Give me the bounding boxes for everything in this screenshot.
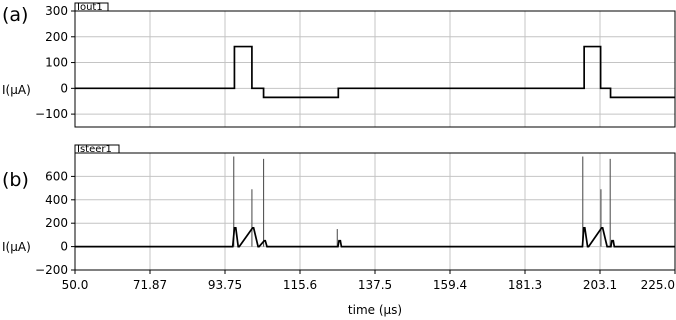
panel-a-label: (a) xyxy=(2,4,28,26)
panel-a-plot: 300 200 100 0 −100 xyxy=(35,4,676,128)
panel-b-ylabel: I(µA) xyxy=(2,240,31,254)
panel-a-trace-name: Iout1 xyxy=(77,2,103,13)
x-tick-label: 71.87 xyxy=(133,278,167,292)
x-tick-label: 93.75 xyxy=(208,278,242,292)
panel-b-label: (b) xyxy=(2,169,29,191)
y-tick-label: 100 xyxy=(45,56,68,70)
x-tick-label: 181.3 xyxy=(508,278,542,292)
y-tick-label: 400 xyxy=(45,193,68,207)
x-tick-label: 137.5 xyxy=(358,278,392,292)
y-tick-label: 0 xyxy=(60,81,68,95)
y-tick-label: 200 xyxy=(45,30,68,44)
series-line-iout1 xyxy=(75,45,675,99)
plot-frame xyxy=(74,10,676,128)
y-tick-label: 0 xyxy=(60,240,68,254)
series-line-isteer1 xyxy=(75,227,675,248)
x-tick-label: 115.6 xyxy=(283,278,317,292)
x-tick-label: 203.1 xyxy=(583,278,617,292)
x-tick-label: 225.0 xyxy=(641,278,675,292)
x-axis-label: time (µs) xyxy=(348,303,402,317)
y-tick-label: −200 xyxy=(35,263,68,277)
panel-b-trace-name: Isteer1 xyxy=(77,144,112,155)
panel-a-ylabel: I(µA) xyxy=(2,83,31,97)
y-tick-label: −100 xyxy=(35,107,68,121)
y-tick-label: 200 xyxy=(45,216,68,230)
y-tick-label: 600 xyxy=(45,169,68,183)
x-tick-label: 50.0 xyxy=(62,278,89,292)
y-tick-label: 300 xyxy=(45,4,68,18)
x-tick-label: 159.4 xyxy=(433,278,467,292)
